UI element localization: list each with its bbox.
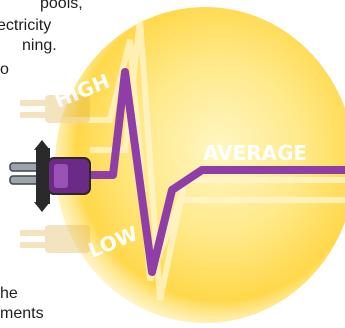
body-text-line-4: o bbox=[0, 61, 9, 78]
ghost-plug-high bbox=[20, 95, 90, 123]
glow-backdrop bbox=[55, 7, 345, 323]
electric-plug-icon bbox=[9, 140, 91, 212]
level-label-average: AVERAGE bbox=[203, 141, 307, 165]
body-text-line-3: ning. bbox=[22, 37, 57, 54]
body-text-line-5: he bbox=[0, 285, 18, 302]
body-text-line-2: ectricity bbox=[0, 17, 52, 34]
voltage-waveform bbox=[86, 68, 345, 276]
body-text-line-1: pools, bbox=[40, 0, 83, 12]
ghost-plug-low bbox=[20, 225, 90, 253]
body-text-line-6: ments bbox=[0, 305, 44, 322]
